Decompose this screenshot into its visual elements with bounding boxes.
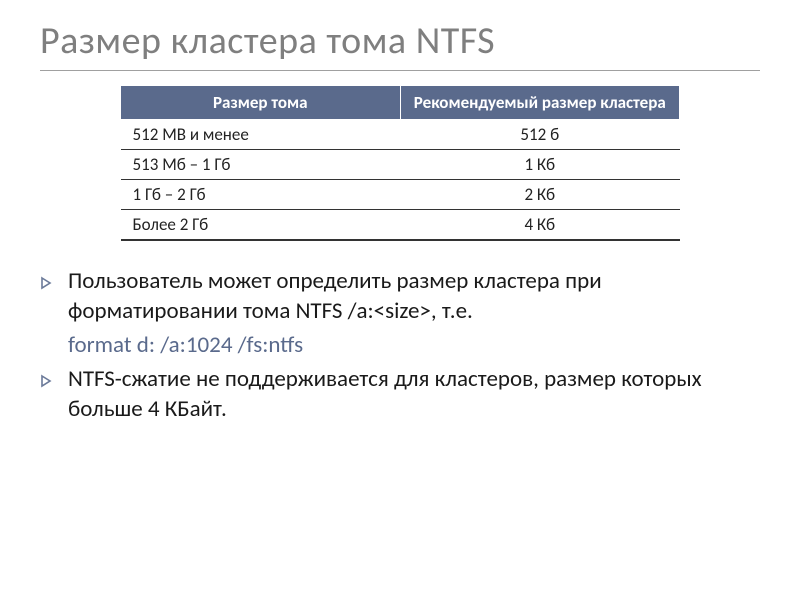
table-row: 512 МВ и менее 512 б bbox=[121, 120, 680, 150]
bullet-text: Пользователь может определить размер кла… bbox=[68, 267, 760, 327]
col-cluster-size: Рекомендуемый размер кластера bbox=[400, 86, 680, 120]
table-row: Более 2 Гб 4 Кб bbox=[121, 210, 680, 241]
col-volume-size: Размер тома bbox=[121, 86, 401, 120]
cell: 2 Кб bbox=[400, 180, 680, 210]
bullet-item: Пользователь может определить размер кла… bbox=[40, 267, 760, 327]
cluster-size-table: Размер тома Рекомендуемый размер кластер… bbox=[120, 85, 680, 241]
bullet-marker-icon bbox=[40, 365, 68, 388]
table-row: 513 Мб – 1 Гб 1 Кб bbox=[121, 150, 680, 180]
cell: 512 МВ и менее bbox=[121, 120, 401, 150]
cell: 513 Мб – 1 Гб bbox=[121, 150, 401, 180]
bullet-text: NTFS-сжатие не поддерживается для класте… bbox=[68, 365, 760, 425]
cell: 1 Гб – 2 Гб bbox=[121, 180, 401, 210]
format-command: format d: /a:1024 /fs:ntfs bbox=[68, 331, 760, 361]
table-body: 512 МВ и менее 512 б 513 Мб – 1 Гб 1 Кб … bbox=[121, 120, 680, 241]
cluster-size-table-wrap: Размер тома Рекомендуемый размер кластер… bbox=[40, 85, 760, 241]
table-row: 1 Гб – 2 Гб 2 Кб bbox=[121, 180, 680, 210]
cell: 1 Кб bbox=[400, 150, 680, 180]
bullet-marker-icon bbox=[40, 267, 68, 290]
cell: Более 2 Гб bbox=[121, 210, 401, 241]
cell: 4 Кб bbox=[400, 210, 680, 241]
body-text: Пользователь может определить размер кла… bbox=[40, 267, 760, 424]
slide-title: Размер кластера тома NTFS bbox=[40, 18, 760, 71]
cell: 512 б bbox=[400, 120, 680, 150]
bullet-item: NTFS-сжатие не поддерживается для класте… bbox=[40, 365, 760, 425]
